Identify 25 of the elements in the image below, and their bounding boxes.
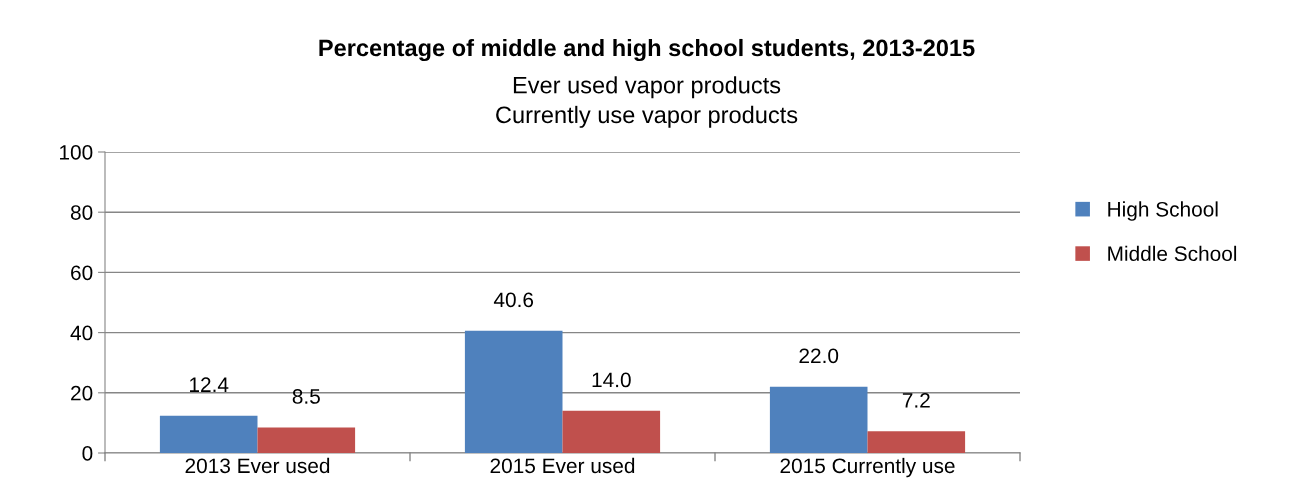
y-tick-label: 40 [70,325,93,341]
x-tick-label: 2015 Ever used [490,457,635,474]
y-tick-label: 60 [71,265,93,281]
data-label: 12.4 [190,377,229,392]
x-tick-label: 2013 Ever used [185,457,330,474]
bar [159,415,258,453]
chart-subtitle: Ever used vapor products Currently use vapor products [496,76,798,128]
legend-label: Middle School [1108,245,1237,262]
bar [562,410,661,453]
data-label: 8.5 [292,389,320,404]
y-tick-label: 100 [60,145,93,160]
y-tick-label: 80 [70,205,93,220]
bar [464,330,563,453]
data-label: 14.0 [592,372,631,388]
legend-label: High School [1108,201,1218,221]
data-label: 40.6 [493,292,534,308]
data-label: 22.0 [799,348,839,364]
chart-title: Percentage of middle and high school students, 2013-2015 [319,38,975,62]
bar [257,427,356,453]
data-label: 7.2 [902,393,930,408]
bar [769,386,868,453]
y-tick-label: 20 [71,385,93,401]
y-tick-label: 0 [82,446,93,461]
bar [867,431,966,453]
x-tick-label: 2015 Currently use [780,457,955,478]
